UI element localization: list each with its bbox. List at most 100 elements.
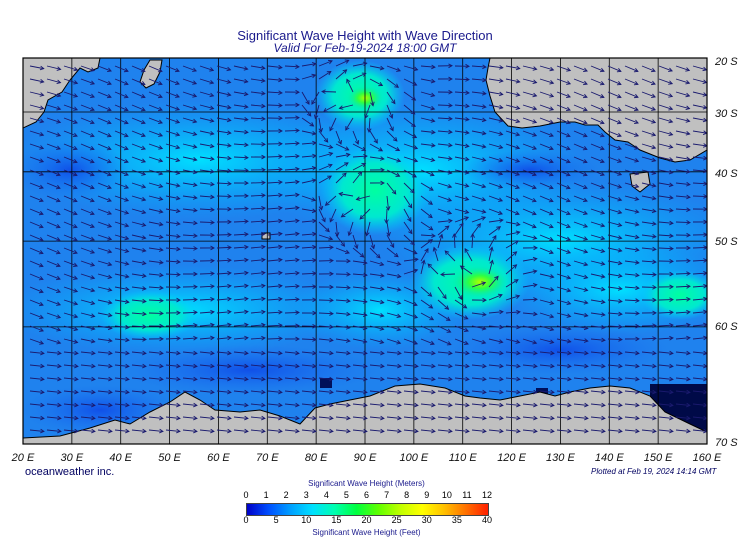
wave-arrow-head: [38, 250, 44, 255]
wave-arrow: [658, 65, 673, 72]
wave-arrow: [420, 195, 433, 205]
wave-arrow: [233, 298, 248, 301]
wave-arrow-head: [125, 415, 130, 421]
wave-arrow: [369, 377, 384, 380]
wave-arrow-head: [39, 171, 45, 176]
colorbar-meter-tick: 7: [384, 490, 390, 500]
wave-arrow-head: [227, 428, 232, 434]
wave-arrow: [624, 91, 639, 98]
wave-arrow-head: [492, 234, 497, 240]
wave-arrow: [233, 311, 248, 314]
wave-arrow-head: [651, 195, 657, 201]
wave-arrow: [522, 104, 537, 110]
wave-arrow: [556, 221, 571, 228]
wave-arrow-head: [686, 428, 691, 434]
wave-arrow: [573, 182, 588, 189]
wave-arrow-head: [158, 221, 164, 227]
wave-arrow-head: [346, 285, 351, 290]
wave-arrow: [420, 377, 435, 380]
wave-arrow: [339, 104, 354, 109]
wave-arrow: [539, 104, 554, 111]
wave-arrow: [29, 221, 44, 228]
wave-arrow: [505, 65, 520, 69]
wave-arrow-head: [244, 415, 249, 421]
wave-arrow-head: [583, 274, 589, 280]
wave-arrow: [386, 65, 401, 72]
wave-arrow-head: [295, 115, 300, 121]
wave-arrow-head: [244, 232, 249, 237]
wave-arrow-head: [295, 336, 300, 342]
wave-arrow-head: [650, 67, 656, 73]
wave-arrow: [488, 130, 503, 135]
wave-arrow-head: [413, 66, 419, 72]
wave-arrow: [182, 403, 197, 406]
wave-arrow-head: [497, 293, 503, 299]
wave-arrow: [692, 182, 707, 185]
wave-arrow: [403, 312, 418, 319]
wave-arrow: [318, 390, 333, 393]
wave-arrow: [131, 78, 146, 85]
wave-arrow: [63, 429, 78, 432]
wave-arrow: [590, 429, 605, 432]
wave-arrow: [216, 285, 231, 288]
wave-arrow-head: [142, 376, 147, 382]
wave-arrow-head: [618, 324, 623, 329]
wave-arrow: [199, 208, 215, 211]
wave-arrow: [182, 234, 197, 237]
wave-arrow-head: [533, 428, 538, 434]
wave-arrow-head: [618, 298, 623, 304]
wave-arrow: [165, 234, 180, 238]
wave-arrow-head: [278, 283, 283, 289]
wave-arrow: [471, 169, 486, 175]
wave-arrow-head: [389, 126, 394, 132]
wave-arrow-head: [158, 106, 163, 112]
wave-arrow-head: [210, 232, 215, 238]
wave-arrow: [216, 78, 231, 83]
wave-arrow: [539, 338, 554, 343]
wave-arrow-head: [635, 272, 640, 278]
wave-arrow-head: [57, 428, 62, 434]
wave-arrow: [658, 234, 673, 237]
wave-arrow-head: [261, 103, 266, 109]
wave-arrow: [131, 208, 146, 214]
wave-arrow-head: [125, 402, 130, 408]
wave-arrow: [488, 195, 503, 202]
wave-arrow-head: [599, 158, 605, 164]
wave-arrow: [284, 207, 299, 210]
wave-arrow: [335, 338, 350, 342]
wave-arrow: [488, 351, 503, 354]
wave-arrow: [403, 91, 416, 101]
wave-arrow-head: [346, 258, 351, 264]
wave-arrow: [250, 403, 265, 406]
wave-arrow-head: [90, 249, 96, 254]
wave-arrow: [369, 338, 384, 344]
wave-arrow: [182, 195, 197, 199]
wave-arrow: [335, 312, 350, 315]
wave-arrow-head: [616, 119, 622, 125]
wave-arrow-head: [40, 402, 45, 408]
wave-arrow: [386, 195, 389, 210]
wave-arrow-head: [108, 402, 113, 408]
wave-arrow-head: [634, 234, 640, 240]
wave-arrow: [267, 337, 283, 340]
wave-arrow: [216, 182, 232, 185]
wave-arrow-head: [652, 402, 657, 408]
wave-arrow: [403, 182, 415, 194]
wave-arrow-head: [618, 415, 623, 421]
wave-arrow-head: [549, 93, 555, 98]
wave-arrow-head: [498, 91, 504, 97]
wave-arrow: [131, 273, 146, 277]
wave-arrow-head: [344, 146, 350, 151]
wave-arrow: [250, 91, 265, 95]
wave-arrow-head: [261, 90, 266, 96]
wave-arrow-head: [448, 218, 453, 224]
wave-arrow: [386, 390, 401, 393]
wave-arrow-head: [633, 68, 639, 73]
wave-arrow: [488, 226, 501, 236]
wave-arrow-head: [515, 65, 521, 71]
wave-arrow: [386, 130, 398, 142]
colorbar-meter-tick: 0: [243, 490, 249, 500]
wave-arrow-head: [515, 230, 521, 236]
wave-arrow: [97, 169, 112, 176]
wave-arrow: [352, 234, 358, 249]
